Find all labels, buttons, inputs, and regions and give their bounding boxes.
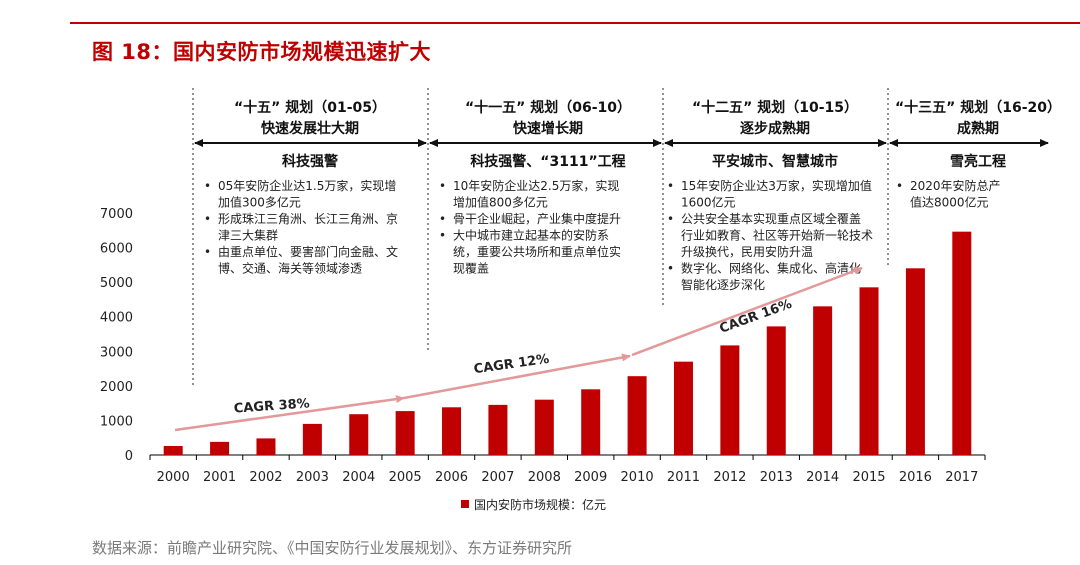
bullet-text: 升级换代，民用安防升温 [681,244,813,259]
x-tick-label: 2014 [806,470,839,485]
bullet-text: 15年安防企业达3万家，实现增加值 [681,178,872,193]
bar-2016 [905,268,925,455]
x-tick-label: 2011 [667,470,700,485]
y-tick-label: 7000 [100,207,133,222]
bar-2011 [673,361,693,455]
x-tick-label: 2003 [296,470,329,485]
bar-2013 [766,326,786,455]
bar-2010 [627,376,647,455]
bar-2000 [163,446,183,455]
y-tick-label: 3000 [100,345,133,360]
bar-2015 [859,287,879,455]
bullet-dot: • [439,212,446,226]
bullet-text: 加值300多亿元 [218,195,301,210]
figure-title: 图 18：国内安防市场规模迅速扩大 [92,40,432,64]
bullet-text: 05年安防企业达1.5万家，实现增 [218,178,396,193]
bullet-text: 增加值800多亿元 [453,195,548,210]
bullet-dot: • [667,212,674,226]
cagr-arrow [403,353,631,400]
x-tick-label: 2015 [852,470,885,485]
bullet-dot: • [204,179,211,193]
cagr-label: CAGR 38% [233,396,310,416]
y-tick-label: 6000 [100,242,133,257]
bullet-text: 智能化逐步深化 [681,277,765,292]
bullet-text: 形成珠江三角洲、长江三角洲、京 [218,212,398,226]
period-plan: “十一五” 规划（06-10） [465,99,631,116]
bar-2003 [302,423,322,455]
legend-swatch [461,500,469,508]
period-theme: 科技强警 [282,153,338,170]
bullet-dot: • [204,212,211,226]
x-tick-label: 2006 [435,470,468,485]
bullet-dot: • [204,245,211,259]
x-tick-label: 2016 [899,470,932,485]
bullet-dot: • [439,179,446,193]
source-note: 数据来源：前瞻产业研究院、《中国安防行业发展规划》、东方证券研究所 [92,539,573,557]
bar-2008 [534,399,554,455]
bar-2005 [395,411,415,455]
bullet-text: 公共安全基本实现重点区域全覆盖 [681,211,861,226]
y-tick-label: 5000 [100,276,133,291]
period-theme: 平安城市、智慧城市 [712,153,838,170]
period-phase: 快速增长期 [513,120,583,137]
x-tick-label: 2000 [157,470,190,485]
period-plan: “十二五” 规划（10-15） [692,99,858,116]
x-tick-label: 2010 [621,470,654,485]
bullet-dot: • [667,179,674,193]
bar-2009 [581,389,601,455]
x-tick-label: 2013 [760,470,793,485]
bar-2002 [256,438,276,455]
period-phase: 逐步成熟期 [740,120,810,137]
x-tick-label: 2017 [945,470,978,485]
y-tick-label: 2000 [100,380,133,395]
legend-label: 国内安防市场规模：亿元 [474,497,606,512]
bullet-dot: • [667,262,674,276]
top-rule [70,22,1080,24]
bullet-text: 1600亿元 [681,195,736,210]
bar-2004 [349,414,369,455]
cagr-arrow [174,395,405,432]
bullet-dot: • [896,179,903,193]
bullet-text: 统，重要公共场所和重点单位实 [453,244,621,259]
period-plan: “十三五” 规划（16-20） [895,99,1061,116]
bullet-text: 由重点单位、要害部门向金融、文 [218,244,398,259]
x-tick-label: 2002 [249,470,282,485]
x-tick-label: 2008 [528,470,561,485]
cagr-arrow [631,266,863,357]
bullet-text: 数字化、网络化、集成化、高清化 [681,261,861,276]
period-theme: 雪亮工程 [950,153,1006,170]
bar-2006 [442,407,462,455]
x-tick-label: 2001 [203,470,236,485]
bullet-text: 行业如教育、社区等开始新一轮技术 [681,228,873,243]
x-tick-label: 2005 [389,470,422,485]
x-tick-label: 2012 [713,470,746,485]
bar-2012 [720,345,740,455]
period-phase: 快速发展壮大期 [261,120,359,137]
period-theme: 科技强警、“3111”工程 [470,153,625,170]
period-plan: “十五” 规划（01-05） [234,99,386,116]
bullet-text: 2020年安防总产 [910,178,1001,193]
y-tick-label: 0 [125,449,133,464]
bullet-text: 博、交通、海关等领域渗透 [218,261,362,276]
period-phase: 成熟期 [957,120,999,137]
bullet-text: 骨干企业崛起，产业集中度提升 [453,211,621,226]
x-tick-label: 2004 [342,470,375,485]
bullet-text: 津三大集群 [218,228,278,243]
bullet-text: 现覆盖 [453,262,489,276]
bullet-text: 值达8000亿元 [910,195,989,210]
x-tick-label: 2009 [574,470,607,485]
bar-2007 [488,404,508,455]
bullet-text: 大中城市建立起基本的安防系 [453,228,609,243]
bullet-text: 10年安防企业达2.5万家，实现 [453,178,619,193]
bar-2017 [952,231,972,455]
x-tick-label: 2007 [481,470,514,485]
y-tick-label: 1000 [100,414,133,429]
bullet-dot: • [439,229,446,243]
bar-2014 [813,306,833,455]
y-tick-label: 4000 [100,311,133,326]
bar-2001 [210,441,230,455]
